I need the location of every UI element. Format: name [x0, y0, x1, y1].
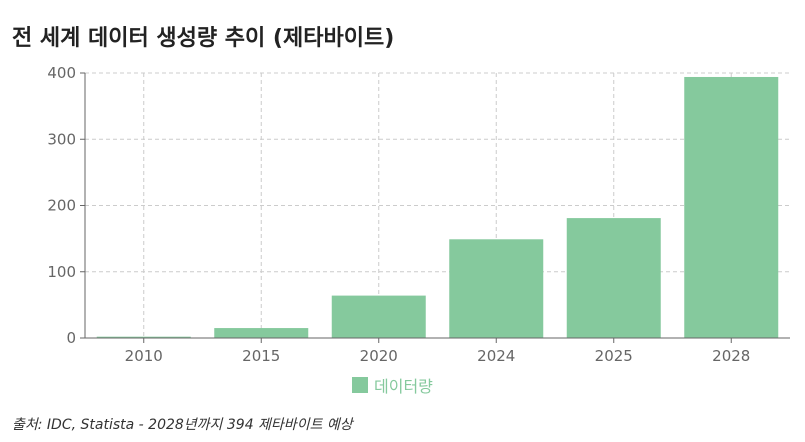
- x-tick-label: 2015: [242, 347, 280, 365]
- bars: [96, 76, 779, 338]
- legend-swatch: [352, 377, 368, 393]
- bar[interactable]: [684, 76, 779, 338]
- bar[interactable]: [566, 218, 661, 338]
- bar[interactable]: [214, 328, 309, 338]
- bar[interactable]: [96, 336, 191, 338]
- x-tick-label: 2020: [360, 347, 398, 365]
- y-tick-label: 0: [66, 329, 76, 347]
- y-tick-label: 100: [47, 263, 76, 281]
- x-tick-label: 2024: [477, 347, 515, 365]
- y-tick-label: 400: [47, 64, 76, 82]
- legend-label: 데이터량: [374, 377, 433, 396]
- bar[interactable]: [449, 239, 544, 338]
- y-axis-ticks: 0 100 200 300 400: [47, 64, 85, 347]
- x-tick-label: 2028: [712, 347, 750, 365]
- bar[interactable]: [331, 295, 426, 338]
- y-tick-label: 200: [47, 197, 76, 215]
- y-tick-label: 300: [47, 130, 76, 148]
- x-axis-ticks: 2010 2015 2020 2024 2025 2028: [125, 338, 750, 365]
- legend[interactable]: 데이터량: [352, 373, 433, 397]
- x-tick-label: 2025: [595, 347, 633, 365]
- x-tick-label: 2010: [125, 347, 163, 365]
- chart-title: 전 세계 데이터 생성량 추이 (제타바이트): [12, 26, 395, 51]
- source-note: 출처: IDC, Statista - 2028년까지 394 제타바이트 예상: [12, 417, 353, 433]
